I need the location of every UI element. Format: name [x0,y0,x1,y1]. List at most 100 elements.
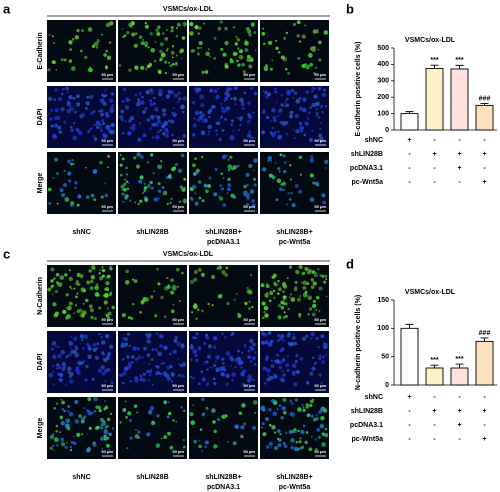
micrograph-bg [189,265,258,327]
cell [309,371,314,376]
cell [220,115,223,118]
cell [61,400,65,405]
cell [226,154,228,157]
cell [197,26,202,30]
cell [282,315,286,319]
cell [85,365,89,369]
cell [241,351,244,354]
cell [206,368,209,371]
cell [99,160,103,165]
cell [49,117,53,121]
cell [72,96,76,100]
cell [316,427,321,432]
cell [252,111,255,114]
cell [80,49,83,53]
cell [286,203,289,206]
cell [271,275,275,279]
cell [201,449,204,452]
cell [283,295,286,298]
column-label: pc-Wnt5a [279,484,311,491]
cell [89,94,94,99]
cell [201,70,205,74]
cell [296,297,301,302]
scale-bar-label: 50 μm [101,449,113,454]
cell [157,351,162,357]
cell [295,98,301,104]
cell [106,316,111,320]
cell [317,48,320,51]
cell [92,266,96,270]
cell [213,57,216,60]
cell [216,369,219,373]
cell [254,411,257,414]
cell [276,429,281,434]
cell [68,59,73,63]
cell [76,432,81,438]
cell [282,154,286,158]
cell [72,135,78,141]
cell [75,127,80,132]
cell [57,345,60,348]
cell [313,72,316,75]
cell [198,196,202,200]
cell [150,47,156,53]
cell [280,55,285,60]
cell [93,123,96,126]
cell [248,290,253,295]
cell [170,50,175,55]
cell [176,285,179,288]
cell [323,30,329,35]
cell [180,343,185,347]
cell [94,292,100,297]
cell [191,100,196,105]
cell [123,182,127,186]
group-sign: + [432,151,436,158]
cell [201,199,205,203]
cell [289,399,293,403]
cell [305,268,308,272]
cell [166,131,170,134]
scale-bar-label: 50 μm [314,317,326,322]
cell [251,22,255,26]
cell [277,50,281,54]
cell [101,447,104,450]
cell [91,44,96,48]
cell [312,356,315,359]
cell [207,110,212,114]
cell [210,366,213,369]
cell [57,96,62,102]
cell [118,64,122,67]
cell [174,93,179,98]
cell [275,39,278,42]
cell [203,342,207,346]
cell [147,46,150,49]
cell [227,168,231,172]
cell [134,434,140,439]
cell [86,280,91,285]
cell [264,313,269,318]
cell [57,125,62,130]
cell [167,401,170,404]
cell [247,374,252,378]
group-sign: + [482,436,486,443]
group-label: shNC [365,394,383,401]
cell [294,183,299,188]
cell [119,163,123,167]
cell [197,382,201,386]
cell [61,92,64,96]
cell [297,407,302,412]
cell [280,306,285,310]
cell [192,376,195,380]
y-tick-label: 400 [377,61,389,68]
cell [228,355,234,360]
cell [178,200,182,203]
cell [161,98,164,100]
cell [230,119,234,123]
cell [171,309,175,314]
cell [197,87,202,92]
cell [157,189,162,193]
cell [108,432,112,437]
cell [138,92,142,96]
cell [76,203,80,207]
cell [301,34,306,39]
